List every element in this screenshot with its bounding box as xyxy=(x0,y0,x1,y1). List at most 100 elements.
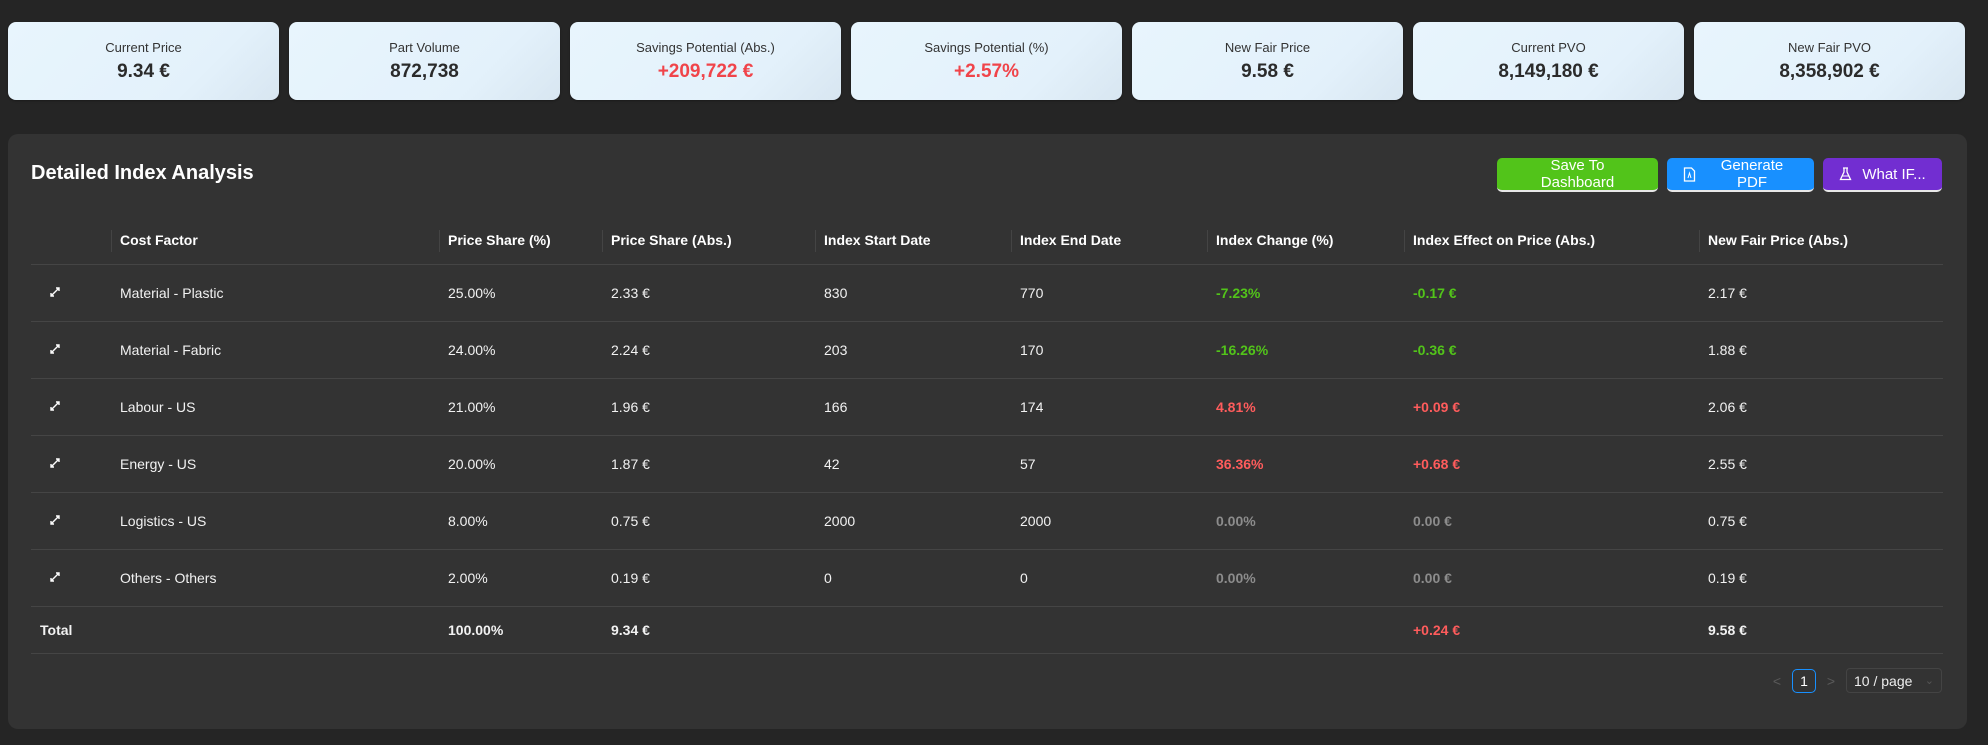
page-size-select[interactable]: 10 / page ⌄ xyxy=(1846,668,1942,693)
panel-title: Detailed Index Analysis xyxy=(31,162,254,184)
kpi-label: New Fair Price xyxy=(1224,39,1311,55)
flask-icon xyxy=(1839,167,1852,181)
table-row: Others - Others 2.00% 0.19 € 0 0 0.00% 0… xyxy=(31,548,1943,606)
kpi-savings-abs: Savings Potential (Abs.) +209,722 € xyxy=(570,22,841,100)
cell-index-start: 203 xyxy=(815,320,1011,378)
column-header-expand xyxy=(31,216,111,264)
cell-new-fair-price: 0.75 € xyxy=(1699,491,1943,549)
column-header: Cost Factor xyxy=(111,216,439,264)
expand-arrows-icon xyxy=(49,399,61,415)
cell-index-end: 770 xyxy=(1011,263,1207,321)
kpi-value: 872,738 xyxy=(390,60,459,82)
kpi-value: +2.57% xyxy=(954,60,1019,82)
kpi-value: +209,722 € xyxy=(657,60,754,82)
cell-index-start: 0 xyxy=(815,548,1011,606)
pagination: < 1 > 10 / page ⌄ xyxy=(1770,668,1942,693)
kpi-value: 8,358,902 € xyxy=(1779,60,1880,82)
kpi-label: Current PVO xyxy=(1511,39,1586,55)
cell-index-change: -16.26% xyxy=(1207,320,1404,378)
cell-share-abs: 2.24 € xyxy=(602,320,815,378)
column-header: Index Start Date xyxy=(815,216,1011,264)
table-row: Logistics - US 8.00% 0.75 € 2000 2000 0.… xyxy=(31,491,1943,549)
cell-new-fair-price: 1.88 € xyxy=(1699,320,1943,378)
cell-cost-factor: Energy - US xyxy=(111,434,439,492)
expand-row-button[interactable] xyxy=(31,491,111,549)
cell-share-abs: 1.87 € xyxy=(602,434,815,492)
cell-share-pct: 24.00% xyxy=(439,320,602,378)
what-if-button[interactable]: What IF... xyxy=(1823,158,1942,192)
expand-arrows-icon xyxy=(49,570,61,586)
kpi-label: Part Volume xyxy=(389,39,460,55)
file-pdf-icon xyxy=(1683,166,1696,182)
cell-cost-factor: Material - Plastic xyxy=(111,263,439,321)
cell-share-pct: 8.00% xyxy=(439,491,602,549)
kpi-current-price: Current Price 9.34 € xyxy=(8,22,279,100)
cell-share-abs: 2.33 € xyxy=(602,263,815,321)
cell-share-pct: 20.00% xyxy=(439,434,602,492)
cell-new-fair-price: 0.19 € xyxy=(1699,548,1943,606)
table-total-row: Total 100.00% 9.34 € +0.24 € 9.58 € xyxy=(31,605,1943,654)
pdf-button-label: Generate PDF xyxy=(1720,157,1784,191)
total-label: Total xyxy=(31,605,111,654)
expand-row-button[interactable] xyxy=(31,548,111,606)
cell-index-start: 42 xyxy=(815,434,1011,492)
table-row: Energy - US 20.00% 1.87 € 42 57 36.36% +… xyxy=(31,434,1943,492)
table-row: Material - Fabric 24.00% 2.24 € 203 170 … xyxy=(31,320,1943,378)
cell-index-change: 36.36% xyxy=(1207,434,1404,492)
table-row: Labour - US 21.00% 1.96 € 166 174 4.81% … xyxy=(31,377,1943,435)
cell-share-abs: 0.19 € xyxy=(602,548,815,606)
kpi-value: 9.58 € xyxy=(1241,60,1294,82)
table-row: Material - Plastic 25.00% 2.33 € 830 770… xyxy=(31,263,1943,321)
expand-row-button[interactable] xyxy=(31,320,111,378)
expand-arrows-icon xyxy=(49,513,61,529)
cell-index-start: 2000 xyxy=(815,491,1011,549)
next-page-button[interactable]: > xyxy=(1826,672,1836,689)
cell-index-effect: +0.68 € xyxy=(1404,434,1699,492)
cell-index-effect: 0.00 € xyxy=(1404,491,1699,549)
cell-share-abs: 1.96 € xyxy=(602,377,815,435)
expand-row-button[interactable] xyxy=(31,434,111,492)
cell-index-end: 57 xyxy=(1011,434,1207,492)
cell-new-fair-price: 2.17 € xyxy=(1699,263,1943,321)
cell-index-end: 2000 xyxy=(1011,491,1207,549)
cell-index-end: 0 xyxy=(1011,548,1207,606)
kpi-label: Savings Potential (Abs.) xyxy=(636,39,775,55)
cell-cost-factor: Others - Others xyxy=(111,548,439,606)
kpi-current-pvo: Current PVO 8,149,180 € xyxy=(1413,22,1684,100)
page-size-value: 10 / page xyxy=(1854,672,1913,689)
cell-new-fair-price: 2.55 € xyxy=(1699,434,1943,492)
prev-page-button[interactable]: < xyxy=(1772,672,1782,689)
cell-share-pct: 21.00% xyxy=(439,377,602,435)
total-share-abs: 9.34 € xyxy=(602,605,815,654)
kpi-bar: Current Price 9.34 € Part Volume 872,738 S… xyxy=(8,22,1965,100)
total-index-effect: +0.24 € xyxy=(1404,605,1699,654)
expand-arrows-icon xyxy=(49,456,61,472)
kpi-value: 9.34 € xyxy=(117,60,170,82)
kpi-value: 8,149,180 € xyxy=(1498,60,1599,82)
kpi-label: Savings Potential (%) xyxy=(924,39,1049,55)
column-header: Index Effect on Price (Abs.) xyxy=(1404,216,1699,264)
page-1-button[interactable]: 1 xyxy=(1792,668,1816,693)
chevron-down-icon: ⌄ xyxy=(1924,675,1934,687)
expand-arrows-icon xyxy=(49,342,61,358)
save-button-label: Save To Dashboard xyxy=(1540,157,1615,191)
panel-actions: Save To Dashboard Generate PDF What IF..… xyxy=(1497,157,1942,192)
cell-share-pct: 2.00% xyxy=(439,548,602,606)
table-header-row: Cost Factor Price Share (%) Price Share … xyxy=(31,216,1943,264)
cell-share-pct: 25.00% xyxy=(439,263,602,321)
column-header: Price Share (Abs.) xyxy=(602,216,815,264)
cell-new-fair-price: 2.06 € xyxy=(1699,377,1943,435)
cell-cost-factor: Labour - US xyxy=(111,377,439,435)
expand-row-button[interactable] xyxy=(31,377,111,435)
expand-row-button[interactable] xyxy=(31,263,111,321)
kpi-new-fair-pvo: New Fair PVO 8,358,902 € xyxy=(1694,22,1965,100)
column-header: Index Change (%) xyxy=(1207,216,1404,264)
cell-index-effect: +0.09 € xyxy=(1404,377,1699,435)
save-to-dashboard-button[interactable]: Save To Dashboard xyxy=(1497,157,1658,192)
expand-arrows-icon xyxy=(49,285,61,301)
column-header: New Fair Price (Abs.) xyxy=(1699,216,1943,264)
cell-index-effect: -0.36 € xyxy=(1404,320,1699,378)
total-share-pct: 100.00% xyxy=(439,605,602,654)
kpi-savings-pct: Savings Potential (%) +2.57% xyxy=(851,22,1122,100)
generate-pdf-button[interactable]: Generate PDF xyxy=(1667,157,1814,192)
